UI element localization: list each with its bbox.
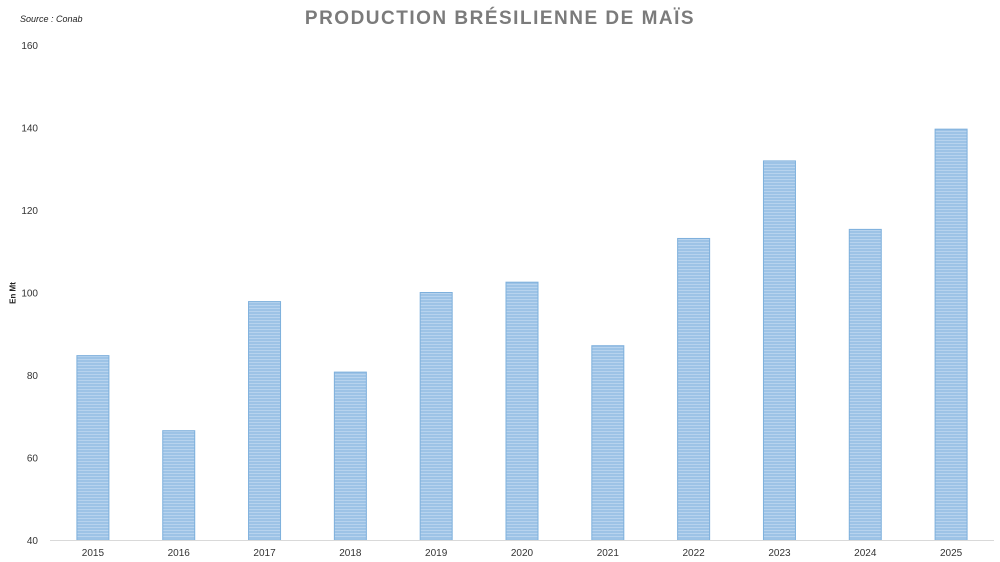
y-tick-label: 60: [27, 454, 39, 465]
bar-2025: [934, 128, 968, 541]
x-tick-label: 2023: [768, 548, 791, 559]
y-tick-label: 40: [27, 536, 39, 547]
y-tick-label: 160: [21, 41, 38, 52]
y-tick-label: 80: [27, 371, 39, 382]
bar-2017: [248, 301, 282, 541]
y-tick-label: 120: [21, 206, 38, 217]
bar-2018: [333, 371, 367, 541]
bar-2023: [762, 160, 796, 541]
y-tick-label: 140: [21, 124, 38, 135]
x-tick-label: 2020: [511, 548, 534, 559]
bar-2016: [162, 430, 196, 541]
x-tick-label: 2017: [253, 548, 276, 559]
bar-2015: [76, 355, 110, 541]
bar-2020: [505, 281, 539, 541]
y-tick-label: 100: [21, 289, 38, 300]
y-axis-ticks: 40 60 80 100 120 140 160: [21, 41, 38, 547]
bar-2021: [591, 345, 625, 541]
x-tick-label: 2025: [940, 548, 963, 559]
bar-2024: [848, 228, 882, 541]
x-tick-label: 2021: [597, 548, 620, 559]
x-axis-ticks: 2015 2016 2017 2018 2019 2020 2021 2022 2023 2024…: [82, 548, 963, 559]
x-tick-label: 2018: [339, 548, 362, 559]
x-tick-label: 2019: [425, 548, 448, 559]
bars-group: [76, 128, 968, 541]
x-tick-label: 2022: [683, 548, 706, 559]
x-tick-label: 2024: [854, 548, 877, 559]
bar-2019: [419, 292, 453, 541]
x-tick-label: 2016: [168, 548, 191, 559]
x-tick-label: 2015: [82, 548, 105, 559]
chart-title: PRODUCTION BRÉSILIENNE DE MAÏS: [304, 8, 696, 29]
source-note: Source : Conab: [20, 14, 83, 24]
bar-2022: [677, 237, 711, 541]
